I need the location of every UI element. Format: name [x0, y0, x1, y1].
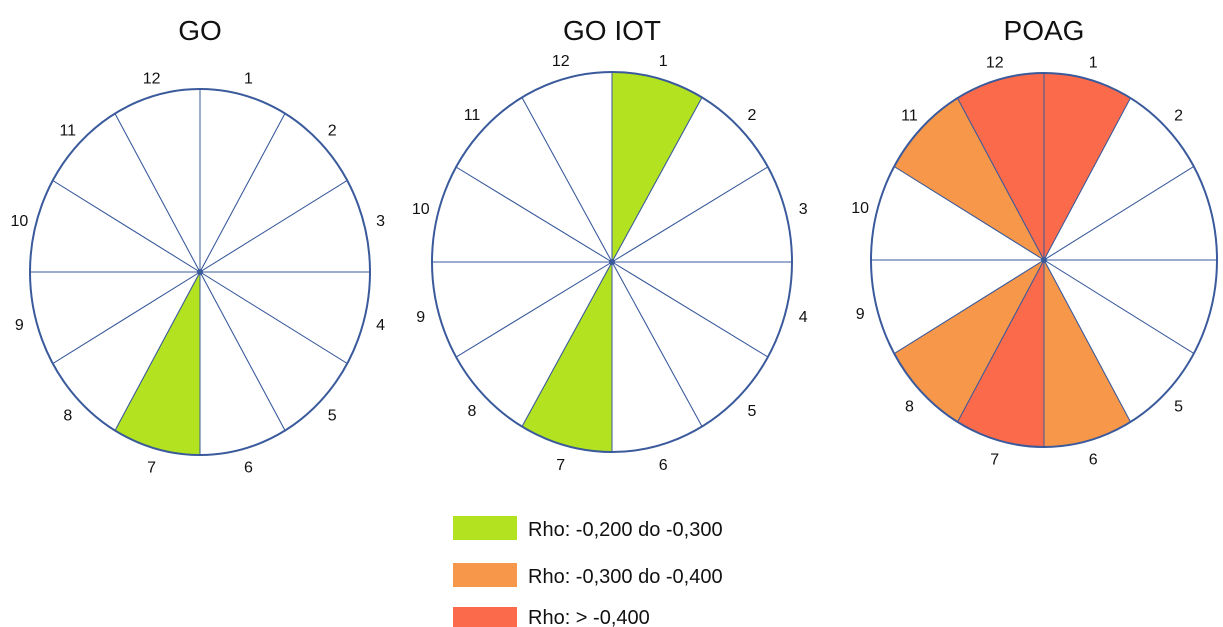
sector-label: 9 — [416, 309, 425, 326]
legend-item-red: Rho: > -0,400 — [453, 607, 650, 627]
sector-label: 11 — [464, 107, 481, 124]
sector-label: 10 — [412, 201, 430, 218]
wheel-title: POAG — [1004, 15, 1085, 46]
sector-label: 6 — [1089, 452, 1098, 469]
wheel-rim — [431, 71, 793, 453]
sector-label: 11 — [901, 108, 918, 125]
wheel-rim — [29, 88, 371, 456]
sector-label: 7 — [556, 457, 565, 474]
sector-label: 1 — [244, 71, 253, 88]
legend-label: Rho: -0,200 do -0,300 — [528, 519, 723, 541]
sector-label: 6 — [659, 457, 668, 474]
sector-label: 5 — [748, 403, 757, 420]
sector-label: 8 — [468, 403, 477, 420]
sector-label: 7 — [990, 452, 999, 469]
legend-item-green: Rho: -0,200 do -0,300 — [453, 516, 723, 541]
wheel-hub — [197, 269, 203, 275]
sector-label: 4 — [799, 309, 808, 326]
sector-label: 12 — [143, 71, 161, 88]
legend-label: Rho: > -0,400 — [528, 607, 650, 627]
legend-swatch — [453, 516, 517, 540]
sector-label: 10 — [851, 200, 869, 217]
sector-label: 9 — [15, 317, 24, 334]
sector-label: 5 — [1174, 398, 1183, 415]
legend-label: Rho: -0,300 do -0,400 — [528, 566, 723, 588]
sector-label: 4 — [376, 317, 385, 334]
legend-swatch — [453, 607, 517, 627]
legend-swatch — [453, 563, 517, 587]
sector-label: 2 — [328, 123, 337, 140]
sector-label: 2 — [1174, 108, 1183, 125]
sector-label: 7 — [147, 459, 156, 476]
sector-label: 11 — [59, 123, 76, 140]
sector-label: 1 — [659, 53, 668, 70]
wheel-title: GO — [178, 15, 222, 46]
sector-label: 12 — [552, 53, 570, 70]
sector-label: 6 — [244, 459, 253, 476]
wheel-hub — [1041, 257, 1047, 263]
sector-label: 10 — [10, 213, 28, 230]
sector-label: 2 — [748, 107, 757, 124]
wheel-title: GO IOT — [563, 15, 661, 46]
sector-label: 5 — [328, 407, 337, 424]
sector-label: 3 — [376, 213, 385, 230]
sector-label: 1 — [1089, 54, 1098, 71]
sector-label: 8 — [905, 398, 914, 415]
legend: Rho: -0,200 do -0,300 Rho: -0,300 do -0,… — [453, 516, 723, 627]
legend-item-orange: Rho: -0,300 do -0,400 — [453, 563, 723, 588]
sector-label: 3 — [799, 201, 808, 218]
sector-label: 9 — [856, 306, 865, 323]
wheel-hub — [609, 259, 615, 265]
sector-label: 12 — [986, 54, 1004, 71]
wheel-rim — [870, 72, 1218, 448]
sector-label: 8 — [63, 407, 72, 424]
